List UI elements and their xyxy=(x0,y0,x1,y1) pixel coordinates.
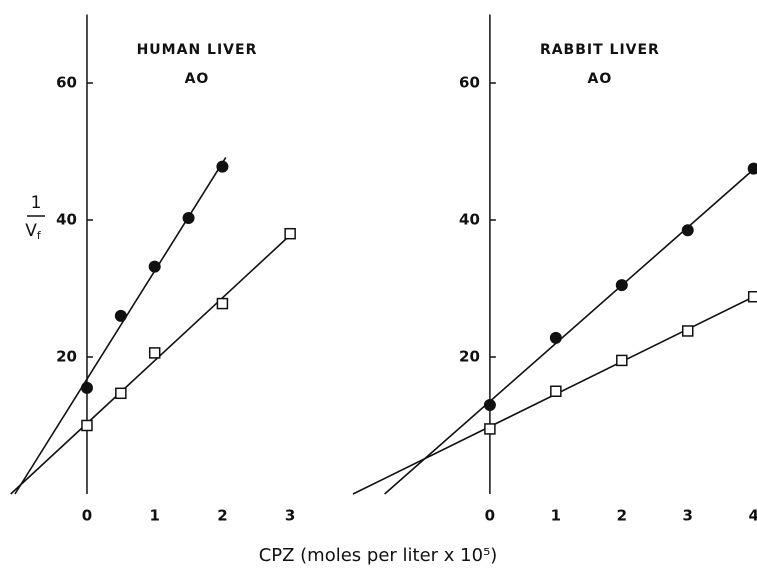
point xyxy=(216,160,229,173)
point xyxy=(483,398,496,411)
point xyxy=(114,309,127,322)
point xyxy=(182,211,195,224)
panel-title: AO xyxy=(588,71,613,87)
panel-title: AO xyxy=(185,71,210,87)
point xyxy=(81,419,93,432)
x-tick-label: 4 xyxy=(748,507,757,525)
panel-title: HUMAN LIVER xyxy=(137,42,258,58)
x-tick-label: 0 xyxy=(82,507,92,525)
x-tick-label: 3 xyxy=(683,507,693,525)
y-tick-label: 20 xyxy=(56,348,77,366)
point xyxy=(484,423,496,435)
point xyxy=(747,162,757,175)
point xyxy=(550,385,562,397)
y-tick-label: 20 xyxy=(459,348,480,366)
point xyxy=(148,347,161,359)
point xyxy=(115,387,127,400)
x-tick-label: 0 xyxy=(485,507,495,525)
y-tick-label: 60 xyxy=(459,74,480,92)
fit-line xyxy=(10,231,295,495)
point xyxy=(549,331,562,344)
y-label-sub: f xyxy=(37,229,42,242)
y-label-v: V xyxy=(25,221,37,241)
x-tick-label: 2 xyxy=(217,507,227,525)
point xyxy=(216,297,229,310)
fit-line xyxy=(14,157,227,495)
x-axis-label: CPZ (moles per liter x 10⁵) xyxy=(259,545,498,566)
point xyxy=(616,354,628,367)
panel-title: RABBIT LIVER xyxy=(540,42,660,58)
y-tick-label: 40 xyxy=(56,211,77,229)
point xyxy=(80,381,93,394)
fit-line xyxy=(384,165,757,495)
point xyxy=(747,290,757,303)
point xyxy=(284,227,296,240)
point xyxy=(682,325,694,337)
point xyxy=(148,260,161,273)
y-label-denominator: Vf xyxy=(25,221,42,242)
y-tick-label: 60 xyxy=(56,74,77,92)
y-label-numerator: 1 xyxy=(31,193,42,213)
point xyxy=(615,279,628,292)
y-tick-label: 40 xyxy=(459,211,480,229)
x-tick-label: 2 xyxy=(617,507,627,525)
x-tick-label: 1 xyxy=(149,507,159,525)
x-tick-label: 3 xyxy=(285,507,295,525)
x-tick-label: 1 xyxy=(551,507,561,525)
point xyxy=(681,224,694,237)
